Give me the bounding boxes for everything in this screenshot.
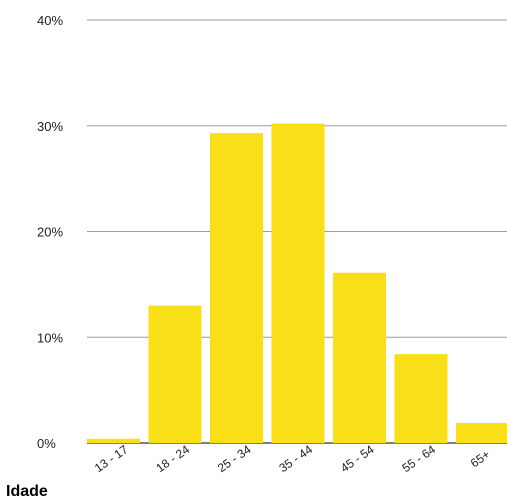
y-tick-label: 20% <box>37 225 63 240</box>
bar-35-44 <box>271 123 325 443</box>
x-tick-labels: 13 - 17 18 - 24 25 - 34 35 - 44 45 - 54 55 - … <box>92 442 493 475</box>
x-tick-label: 45 - 54 <box>338 442 377 475</box>
y-tick-labels: 0% 10% 20% 30% 40% <box>37 13 63 451</box>
x-axis-label: Idade <box>6 483 48 500</box>
y-tick-label: 30% <box>37 119 63 134</box>
x-tick-label: 55 - 64 <box>399 442 438 475</box>
x-tick-label: 65+ <box>468 447 493 470</box>
y-tick-label: 0% <box>37 436 56 451</box>
bar-65- <box>456 422 507 443</box>
bar-18-24 <box>148 305 202 443</box>
x-tick-label: 25 - 34 <box>215 442 254 475</box>
x-tick-label: 35 - 44 <box>276 442 315 475</box>
bar-25-34 <box>210 133 263 443</box>
bar-45-54 <box>333 272 386 443</box>
x-tick-label: 18 - 24 <box>153 442 192 475</box>
bar-55-64 <box>394 354 448 443</box>
y-tick-label: 10% <box>37 330 63 345</box>
bar-13-17 <box>87 438 140 443</box>
bars <box>87 123 507 443</box>
y-tick-label: 40% <box>37 13 63 28</box>
x-tick-label: 13 - 17 <box>92 442 131 475</box>
